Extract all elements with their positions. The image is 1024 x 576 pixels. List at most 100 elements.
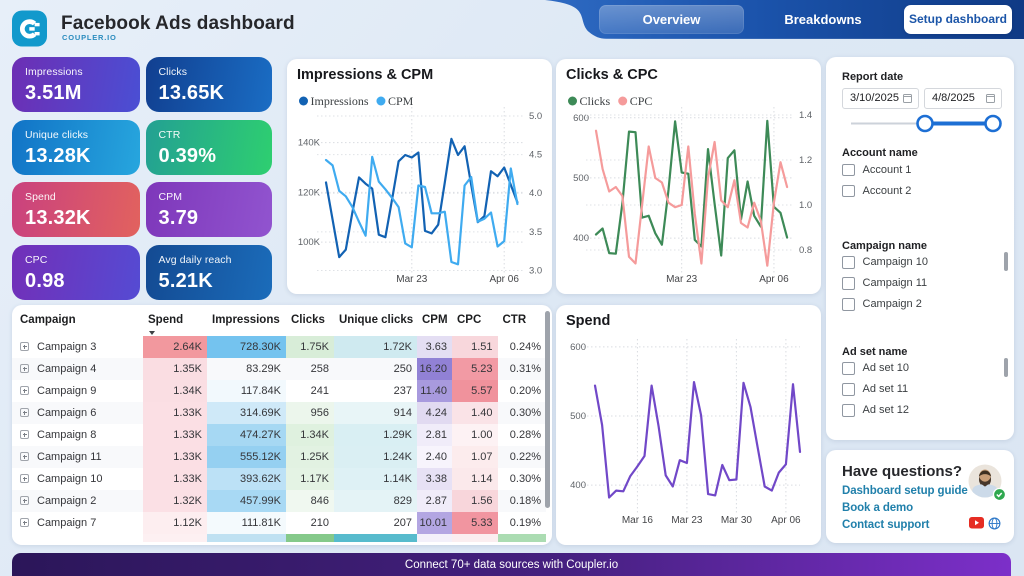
filter-option-ad-set-10[interactable]: Ad set 10	[842, 362, 909, 375]
tab-breakdowns[interactable]: Breakdowns	[784, 11, 862, 27]
help-link-contact-support[interactable]: Contact support	[842, 519, 930, 531]
kpi-tile-avg-daily-reach: Avg daily reach 5.21K	[145, 244, 272, 300]
date-to-input[interactable]: 4/8/2025	[924, 87, 1002, 109]
expand-row-icon[interactable]	[20, 474, 29, 483]
filter-option-account-2[interactable]: Account 2	[842, 184, 911, 197]
table-cell: 1.32K	[143, 490, 207, 512]
checkbox[interactable]	[842, 298, 855, 311]
filter-option-ad-set-11[interactable]: Ad set 11	[842, 383, 908, 396]
expand-row-icon[interactable]	[20, 496, 29, 505]
checkbox[interactable]	[842, 163, 855, 176]
expand-row-icon[interactable]	[20, 342, 29, 351]
checkbox[interactable]	[842, 383, 855, 396]
table-cell: 3.38	[417, 468, 452, 490]
tab-overview[interactable]: Overview	[599, 5, 744, 34]
date-range-slider[interactable]	[826, 112, 1014, 136]
svg-text:600: 600	[573, 113, 589, 124]
column-header-spend[interactable]: Spend	[143, 305, 207, 337]
setup-dashboard-button[interactable]: Setup dashboard	[904, 5, 1012, 34]
campaign-name-cell: Campaign 9	[12, 380, 143, 402]
filter-option-label: Ad set 11	[862, 383, 909, 396]
expand-row-icon[interactable]	[20, 518, 29, 527]
table-cell: 111.81K	[207, 512, 286, 534]
slider-handle-left[interactable]	[916, 114, 934, 133]
kpi-label: CTR	[158, 128, 181, 141]
svg-text:Clicks: Clicks	[580, 94, 611, 108]
table-cell: 1.33K	[143, 424, 207, 446]
campaign-name-cell: Campaign 6	[12, 402, 143, 424]
column-header-campaign[interactable]: Campaign	[20, 314, 76, 327]
column-header-cpc[interactable]: CPC	[457, 314, 482, 327]
globe-icon[interactable]	[988, 517, 1001, 530]
checkbox[interactable]	[842, 184, 855, 197]
table-cell: 0.31%	[497, 358, 546, 380]
footer-banner[interactable]: Connect 70+ data sources with Coupler.io	[12, 553, 1011, 576]
calendar-icon[interactable]	[903, 93, 912, 103]
table-cell: 956	[286, 402, 334, 424]
expand-row-icon[interactable]	[20, 408, 29, 417]
filter-option-campaign-10[interactable]: Campaign 10	[842, 256, 928, 269]
checkbox[interactable]	[842, 362, 855, 375]
expand-row-icon[interactable]	[20, 364, 29, 373]
table-cell: 0.30%	[497, 402, 546, 424]
table-row: Campaign 7 1.12K 111.81K 210 207 10.01 5.33 0.1…	[12, 512, 546, 534]
kpi-label: Unique clicks	[25, 128, 89, 141]
slider-handle-right[interactable]	[984, 114, 1002, 133]
kpi-label: CPC	[25, 253, 48, 266]
table-cell	[143, 534, 207, 542]
filter-option-label: Ad set 12	[862, 404, 909, 417]
kpi-grid: Impressions 3.51M Clicks 13.65K Unique click…	[12, 57, 272, 300]
report-date-label: Report date	[842, 71, 904, 83]
table-cell: 1.12K	[143, 512, 207, 534]
kpi-value: 3.79	[158, 207, 199, 229]
filter-option-ad-set-12[interactable]: Ad set 12	[842, 404, 909, 417]
help-link-dashboard-setup-guide[interactable]: Dashboard setup guide	[842, 485, 968, 497]
table-cell	[334, 534, 417, 542]
table-cell	[286, 534, 334, 542]
avatar	[968, 464, 1007, 502]
table-cell	[417, 534, 452, 542]
column-header-ctr[interactable]: CTR	[502, 314, 527, 327]
column-header-clicks[interactable]: Clicks	[291, 314, 325, 327]
table-cell: 11.40	[417, 380, 452, 402]
chart-title: Impressions & CPM	[297, 67, 434, 83]
table-cell: 1.51	[452, 336, 498, 358]
kpi-label: Spend	[25, 191, 56, 203]
youtube-icon[interactable]	[969, 517, 984, 529]
svg-text:3.0: 3.0	[529, 265, 542, 276]
column-header-cpm[interactable]: CPM	[422, 314, 448, 327]
filter-scrollbar[interactable]	[1003, 251, 1008, 271]
date-from-input[interactable]: 3/10/2025	[842, 87, 919, 109]
table-row: Campaign 3 2.64K 728.30K 1.75K 1.72K 3.63 1.51…	[12, 336, 546, 358]
checkbox[interactable]	[842, 256, 855, 269]
svg-text:Mar 23: Mar 23	[396, 274, 428, 285]
table-cell: 10.01	[417, 512, 452, 534]
filter-option-campaign-2[interactable]: Campaign 2	[842, 298, 922, 311]
checkbox[interactable]	[842, 404, 855, 417]
filter-option-account-1[interactable]: Account 1	[842, 163, 911, 176]
table-cell	[207, 534, 286, 542]
expand-row-icon[interactable]	[20, 430, 29, 439]
checkbox[interactable]	[842, 277, 855, 290]
svg-text:400: 400	[570, 480, 586, 491]
kpi-value: 3.51M	[25, 82, 82, 104]
filter-scrollbar[interactable]	[1003, 357, 1008, 377]
table-row: Campaign 6 1.33K 314.69K 956 914 4.24 1.40 0.30…	[12, 402, 546, 424]
table-cell: 457.99K	[207, 490, 286, 512]
campaign-name-cell: Campaign 7	[12, 512, 143, 534]
calendar-icon[interactable]	[986, 93, 995, 103]
table-cell: 1.07	[452, 446, 498, 468]
expand-row-icon[interactable]	[20, 452, 29, 461]
column-header-impressions[interactable]: Impressions	[212, 314, 280, 327]
kpi-tile-impressions: Impressions 3.51M	[12, 57, 140, 112]
filter-option-campaign-11[interactable]: Campaign 11	[842, 277, 927, 290]
help-link-book-a-demo[interactable]: Book a demo	[842, 502, 914, 514]
table-scrollbar[interactable]	[545, 310, 550, 508]
table-cell: 16.20	[417, 358, 452, 380]
table-cell: 4.24	[417, 402, 452, 424]
expand-row-icon[interactable]	[20, 386, 29, 395]
kpi-label: CPM	[158, 191, 183, 203]
table-cell: 1.24K	[334, 446, 417, 468]
table-row: Campaign 9 1.34K 117.84K 241 237 11.40 5.57 0.2…	[12, 380, 546, 402]
column-header-unique-clicks[interactable]: Unique clicks	[339, 314, 414, 327]
